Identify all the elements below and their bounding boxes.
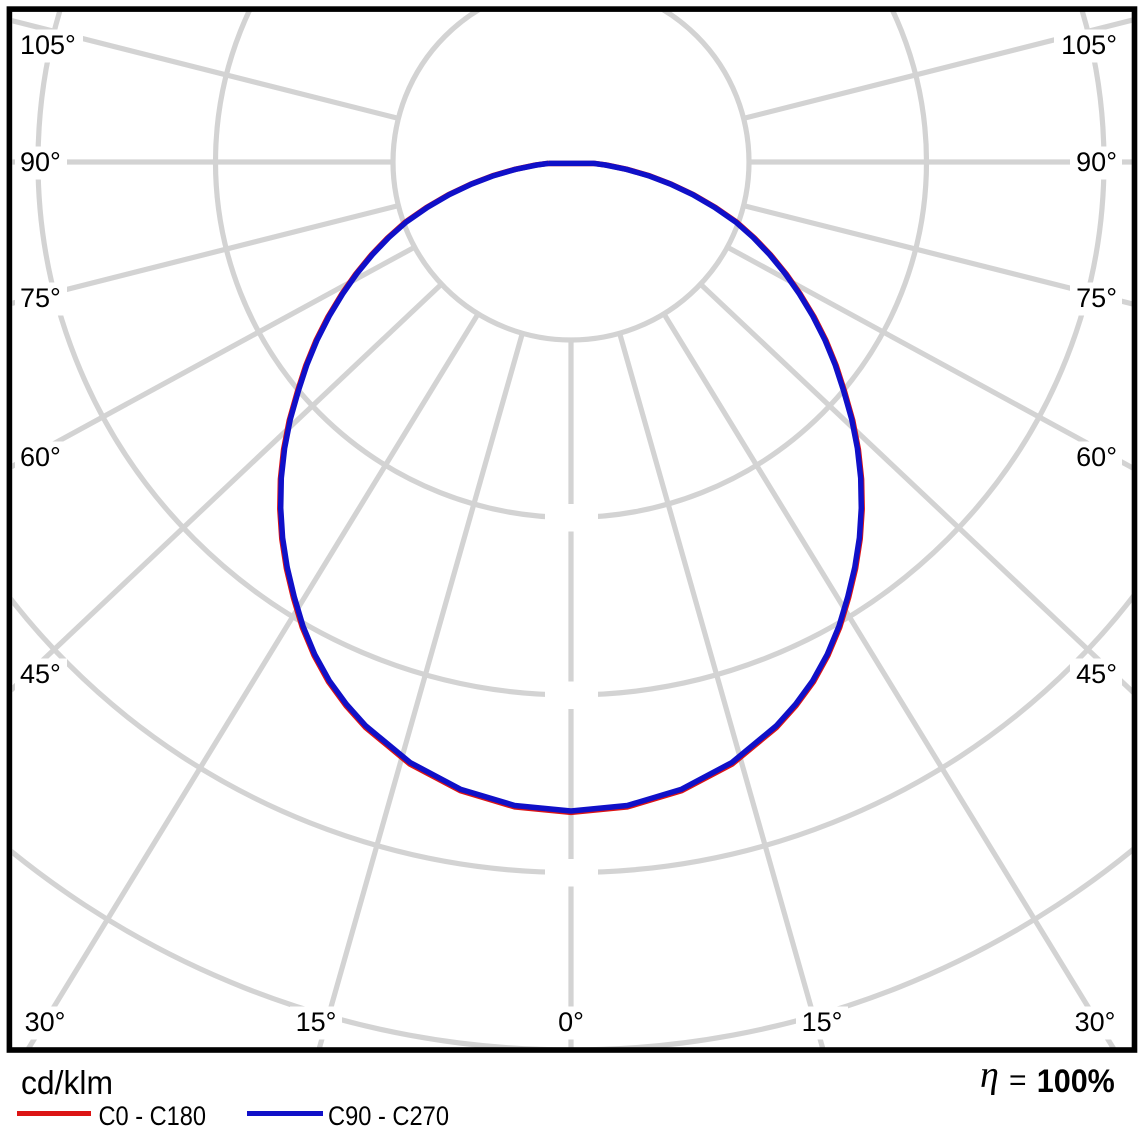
svg-text:45°: 45° <box>1076 659 1117 689</box>
svg-text:75°: 75° <box>1076 283 1117 313</box>
svg-text:30°: 30° <box>1075 1007 1116 1037</box>
svg-text:105°: 105° <box>20 30 76 60</box>
svg-text:100%: 100% <box>1037 1063 1115 1099</box>
svg-text:cd/klm: cd/klm <box>21 1064 113 1101</box>
svg-text:0°: 0° <box>558 1007 584 1037</box>
svg-text:105°: 105° <box>1061 30 1117 60</box>
svg-text:15°: 15° <box>802 1007 843 1037</box>
svg-text:60°: 60° <box>20 442 61 472</box>
svg-text:η: η <box>980 1054 999 1096</box>
svg-text:90°: 90° <box>20 147 61 177</box>
svg-text:75°: 75° <box>20 283 61 313</box>
svg-text:30°: 30° <box>25 1007 66 1037</box>
svg-text:C0 - C180: C0 - C180 <box>99 1101 207 1131</box>
svg-text:90°: 90° <box>1076 147 1117 177</box>
svg-text:60°: 60° <box>1076 442 1117 472</box>
svg-text:45°: 45° <box>20 659 61 689</box>
svg-text:15°: 15° <box>296 1007 337 1037</box>
svg-text:C90 - C270: C90 - C270 <box>328 1101 449 1131</box>
svg-text:=: = <box>1009 1064 1027 1097</box>
